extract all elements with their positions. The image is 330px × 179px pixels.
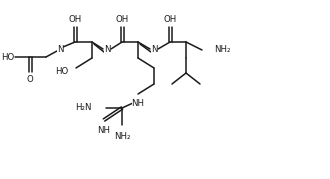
Text: H₂N: H₂N xyxy=(76,103,92,112)
Text: OH: OH xyxy=(68,16,82,25)
Text: NH₂: NH₂ xyxy=(114,132,130,141)
Text: N: N xyxy=(151,45,157,54)
Text: O: O xyxy=(27,74,33,83)
Text: OH: OH xyxy=(115,16,129,25)
Text: N: N xyxy=(104,45,110,54)
Text: OH: OH xyxy=(163,16,177,25)
Text: NH₂: NH₂ xyxy=(214,45,230,54)
Text: N: N xyxy=(57,45,63,54)
Text: NH: NH xyxy=(97,126,111,135)
Text: NH: NH xyxy=(131,99,145,108)
Text: HO: HO xyxy=(1,52,14,62)
Text: HO: HO xyxy=(55,67,68,76)
